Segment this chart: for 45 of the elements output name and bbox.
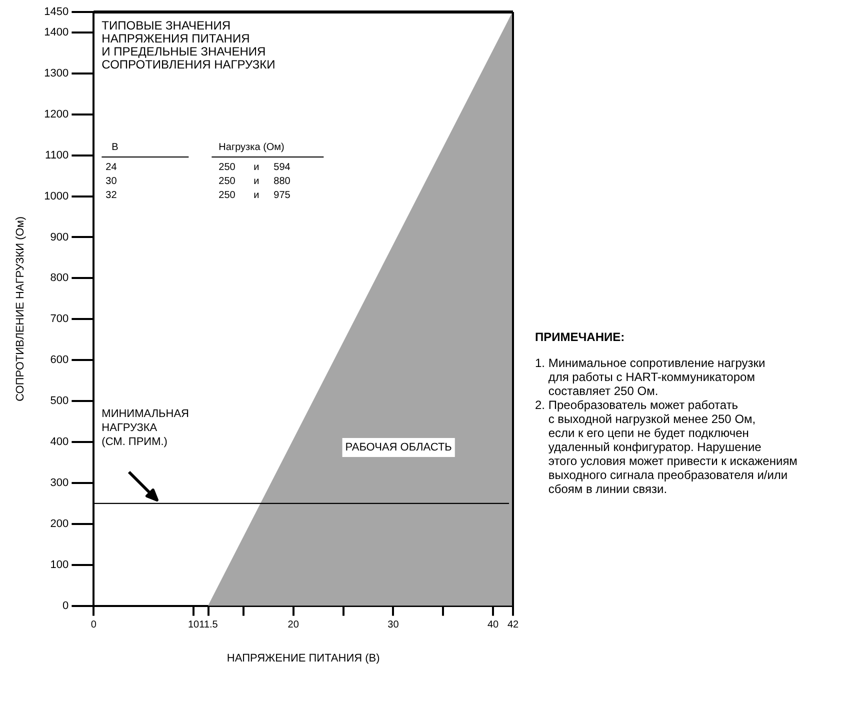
annotation: 32 [106,190,118,201]
annotation: и [254,176,260,187]
y-tick-label: 1000 [44,190,69,202]
x-tick-label: 42 [507,620,519,631]
annotation: Нагрузка (Ом) [218,142,284,153]
x-tick-label: 40 [487,620,500,631]
x-tick-label: 10 [188,620,200,631]
annotation: 250 [218,190,236,201]
text: 1. Минимальное сопротивление нагрузки для работы с HART-коммуникатором составляет 250 Ом. [535,356,766,398]
y-tick-label: 1300 [44,67,69,80]
annotation: ТИПОВЫЕ ЗНАЧЕНИЯ НАПРЯЖЕНИЯ ПИТАНИЯ И ПРЕДЕЛЬНЫЕ ЗНАЧЕНИЯ СОПРОТИВЛЕНИЯ НАГРУЗКИ [102,18,276,72]
y-tick-label: 400 [50,436,69,448]
x-tick-label: 20 [288,620,300,631]
y-axis-title: СОПРОТИВЛЕНИЕ НАГРУЗКИ (Ом) [14,216,27,402]
y-tick-label: 800 [50,272,69,284]
y-tick-label: 300 [50,476,69,489]
y-tick-label: 1200 [44,108,69,120]
y-tick-label: 700 [50,313,69,326]
annotation: РАБОЧАЯ ОБЛАСТЬ [345,442,452,454]
annotation: 30 [106,176,118,187]
text: ПРИМЕЧАНИЕ: [535,330,626,344]
ref-line-label: МИНИМАЛЬНАЯ НАГРУЗКА (СМ. ПРИМ.) [102,408,190,448]
y-tick-label: 1100 [45,149,69,162]
annotation: В [112,142,119,153]
annotation: и [254,190,260,201]
annotation: и [254,162,260,173]
y-tick-label: 1450 [44,6,69,18]
y-tick-label: 200 [50,518,69,530]
x-tick-label: 0 [90,620,97,631]
annotation: 594 [274,162,291,173]
text: 2. Преобразователь может работать с выходной нагрузкой менее 250 Ом, если к его цепи не будет подключен удаленный конфигуратор. Нарушение этого условия может привести к искажениям выходного сигнала преобразователя и/или сбоям в линии связи. [535,398,798,496]
y-tick-label: 600 [50,354,69,366]
y-tick-label: 0 [62,600,69,612]
annotation: 24 [106,162,118,173]
y-tick-label: 900 [50,231,69,244]
annotation: 880 [274,176,291,187]
y-tick-label: 500 [50,395,69,408]
annotation: 975 [274,190,291,201]
y-tick-label: 1400 [44,26,69,39]
annotation: 250 [218,162,236,173]
x-tick-label: 11.5 [199,620,218,631]
x-axis-title: НАПРЯЖЕНИЕ ПИТАНИЯ (В) [226,652,380,664]
annotation: 250 [218,176,236,187]
x-tick-label: 30 [388,620,400,631]
y-tick-label: 100 [50,558,69,571]
